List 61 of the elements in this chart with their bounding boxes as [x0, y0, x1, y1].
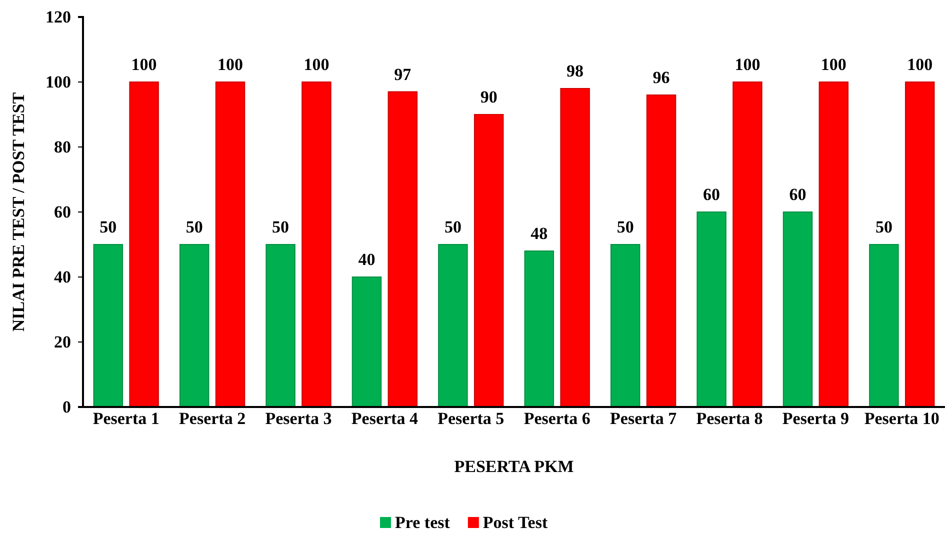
- x-tick-label: Peserta 3: [265, 409, 332, 428]
- data-label: 98: [566, 62, 584, 80]
- data-label: 90: [480, 88, 498, 106]
- bar: [215, 82, 246, 408]
- y-tick-label: 20: [54, 332, 71, 352]
- x-tick-label: Peserta 5: [438, 409, 504, 428]
- bar: [904, 82, 935, 408]
- data-label: 100: [304, 55, 330, 74]
- data-label: 50: [616, 218, 634, 236]
- data-label: 50: [100, 218, 117, 236]
- y-tick-label: 0: [62, 397, 71, 416]
- bar: [869, 244, 899, 408]
- x-tick-label: Peserta 10: [864, 409, 940, 428]
- data-label: 100: [820, 55, 846, 74]
- data-label: 97: [394, 64, 412, 84]
- data-label: 50: [875, 218, 892, 236]
- bar: [524, 250, 554, 408]
- y-tick-label: 40: [54, 267, 71, 286]
- bar: [93, 244, 124, 408]
- data-label: 48: [530, 224, 548, 243]
- data-label: 50: [444, 218, 462, 236]
- bar: [302, 82, 332, 408]
- y-tick-label: 100: [46, 72, 71, 92]
- x-tick-label: Peserta 2: [179, 409, 246, 428]
- data-label: 96: [652, 68, 670, 87]
- bar: [438, 244, 468, 408]
- bar: [782, 212, 813, 408]
- bar: [352, 276, 382, 408]
- legend-label: Pre test: [395, 513, 450, 532]
- data-label: 60: [789, 185, 806, 204]
- y-tick-label: 60: [54, 202, 71, 222]
- bar: [129, 82, 159, 408]
- x-tick-label: Peserta 7: [610, 409, 678, 428]
- y-axis-title: NILAI PRE TEST / POST TEST: [9, 92, 28, 332]
- data-label: 40: [358, 250, 376, 269]
- legend-label: Post Test: [482, 513, 548, 532]
- bar: [266, 244, 296, 408]
- x-tick-label: Peserta 9: [782, 409, 849, 428]
- data-label: 50: [272, 218, 290, 236]
- data-label: 100: [131, 55, 157, 74]
- x-tick-label: Peserta 1: [92, 409, 160, 428]
- bar: [388, 91, 418, 408]
- bar: [560, 88, 590, 408]
- bar: [646, 94, 676, 408]
- bar: [179, 244, 210, 408]
- data-label: 100: [907, 55, 933, 74]
- bar: [696, 212, 726, 408]
- bar: [818, 82, 849, 408]
- y-tick-label: 80: [54, 137, 71, 156]
- x-tick-label: Peserta 4: [351, 409, 418, 428]
- data-label: 100: [734, 55, 760, 74]
- x-axis-title: PESERTA PKM: [454, 457, 574, 476]
- data-label: 50: [186, 218, 203, 236]
- bar: [732, 82, 762, 408]
- x-tick-label: Peserta 8: [696, 409, 763, 428]
- bar: [474, 114, 504, 408]
- x-tick-label: Peserta 6: [524, 409, 590, 428]
- bar: [610, 244, 640, 408]
- data-label: 100: [218, 55, 244, 74]
- y-tick-label: 120: [46, 7, 71, 26]
- data-label: 60: [703, 185, 720, 204]
